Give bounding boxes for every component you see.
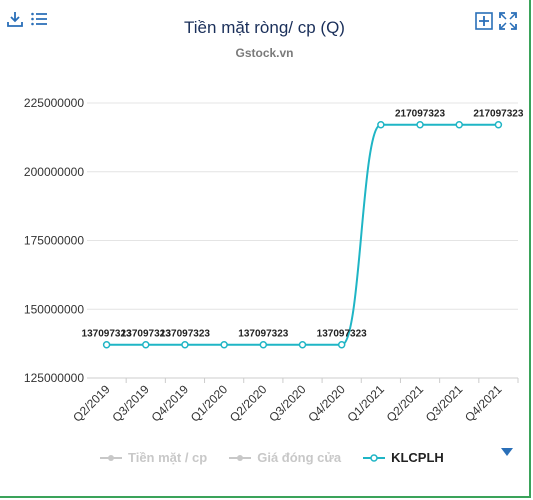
data-point xyxy=(494,120,503,129)
data-point xyxy=(298,340,307,349)
legend-label: KLCPLH xyxy=(391,450,444,465)
series-line-klcplh xyxy=(106,123,499,346)
chart-legend: Tiền mặt / cp Giá đóng cửa KLCPLH xyxy=(100,450,444,465)
legend-line-icon xyxy=(229,454,252,461)
y-tick-label: 200000000 xyxy=(24,165,84,179)
legend-item-gia-dong-cua[interactable]: Giá đóng cửa xyxy=(229,450,341,465)
menu-icon[interactable] xyxy=(30,10,48,28)
data-label: 217097323 xyxy=(395,109,445,120)
data-point xyxy=(416,120,424,129)
y-tick-label: 175000000 xyxy=(24,234,84,248)
toolbar-left xyxy=(6,10,48,28)
y-tick-label: 150000000 xyxy=(24,302,84,316)
data-point xyxy=(102,340,111,349)
data-point xyxy=(337,340,346,349)
data-point xyxy=(181,340,189,349)
data-label: 217097323 xyxy=(473,109,523,120)
data-point xyxy=(455,120,463,129)
x-tick-label: Q2/2021 xyxy=(384,382,427,425)
y-tick-label: 125000000 xyxy=(24,371,84,385)
fullscreen-icon[interactable] xyxy=(499,12,517,30)
data-label: 137097323 xyxy=(82,329,132,340)
x-tick-label: Q2/2019 xyxy=(70,382,113,425)
chart-title: Tiền mặt ròng/ cp (Q) xyxy=(184,18,345,37)
data-label: 137097323 xyxy=(160,329,210,340)
data-label: 137097323 xyxy=(317,329,367,340)
toolbar-right xyxy=(475,12,517,30)
x-tick-label: Q3/2020 xyxy=(266,382,309,425)
x-tick-label: Q1/2020 xyxy=(188,382,231,425)
data-point xyxy=(259,340,268,349)
x-tick-label: Q2/2020 xyxy=(227,382,270,425)
x-tick-label: Q4/2019 xyxy=(149,382,192,425)
legend-label: Tiền mặt / cp xyxy=(128,450,208,465)
download-icon[interactable] xyxy=(6,10,24,28)
data-label: 137097323 xyxy=(238,329,288,340)
y-tick-label: 225000000 xyxy=(24,96,84,110)
chart-subtitle: Gstock.vn xyxy=(235,46,294,60)
legend-nav-arrow[interactable] xyxy=(501,448,513,456)
legend-line-icon xyxy=(363,453,386,462)
legend-item-tien-mat[interactable]: Tiền mặt / cp xyxy=(100,450,207,465)
legend-item-klcplh[interactable]: KLCPLH xyxy=(363,450,444,465)
x-tick-label: Q4/2021 xyxy=(462,382,505,425)
x-tick-label: Q3/2019 xyxy=(109,382,152,425)
data-point xyxy=(220,340,228,349)
data-label: 137097323 xyxy=(121,329,171,340)
add-icon[interactable] xyxy=(475,12,493,30)
x-tick-label: Q3/2021 xyxy=(423,382,466,425)
x-tick-label: Q1/2021 xyxy=(345,382,388,425)
legend-line-icon xyxy=(100,454,122,461)
legend-label: Giá đóng cửa xyxy=(257,450,342,465)
data-point xyxy=(142,340,150,349)
data-point xyxy=(377,120,385,129)
x-tick-label: Q4/2020 xyxy=(305,382,348,425)
